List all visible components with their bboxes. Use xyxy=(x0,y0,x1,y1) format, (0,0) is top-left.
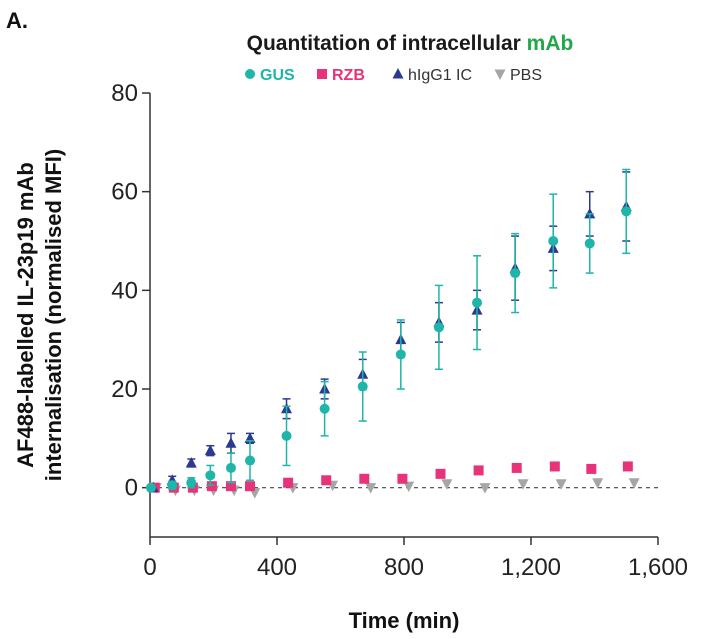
y-axis-title-line-1: AF488-labelled IL-23p19 mAb xyxy=(13,162,38,468)
data-point xyxy=(283,477,294,488)
data-point xyxy=(225,462,236,473)
legend-label: GUS xyxy=(260,67,295,84)
data-point xyxy=(510,268,521,279)
legend-marker xyxy=(494,69,506,80)
data-point xyxy=(245,455,256,466)
x-tick-label: 0 xyxy=(143,554,156,581)
legend: GUS RZB hIgG1 IC PBS xyxy=(245,67,542,84)
data-point xyxy=(433,322,444,333)
x-tick-label: 800 xyxy=(384,554,424,581)
y-axis-title-line-2: internalisation (normalised MFI) xyxy=(41,149,66,481)
series-higg1-ic xyxy=(147,171,632,493)
data-point xyxy=(622,461,633,472)
data-point xyxy=(206,481,217,492)
x-tick-label: 1,600 xyxy=(628,554,688,581)
chart-title: Quantitation of intracellular mAb xyxy=(247,32,574,55)
data-point xyxy=(397,473,408,484)
data-point xyxy=(225,437,237,448)
data-point xyxy=(472,297,483,308)
x-axis-title: Time (min) xyxy=(349,608,460,633)
data-point xyxy=(584,238,595,249)
data-point xyxy=(555,479,567,490)
data-point xyxy=(225,481,236,492)
data-point xyxy=(245,481,256,492)
data-point xyxy=(357,381,368,392)
data-point xyxy=(145,482,156,493)
x-tick-label: 1,200 xyxy=(501,554,561,581)
data-point xyxy=(167,480,178,491)
data-point xyxy=(621,206,632,217)
legend-marker xyxy=(245,69,255,79)
data-point xyxy=(473,465,484,476)
data-point xyxy=(628,478,640,489)
data-point xyxy=(517,479,529,490)
data-point xyxy=(441,479,453,490)
y-tick-label: 20 xyxy=(111,376,138,403)
series-pbs xyxy=(150,478,640,499)
panel-label: A. xyxy=(6,8,28,33)
y-tick-label: 40 xyxy=(111,277,138,304)
chart-title-accent: mAb xyxy=(527,32,574,55)
chart-title-prefix: Quantitation of intracellular xyxy=(247,32,527,55)
series-gus xyxy=(145,168,632,493)
legend-label: PBS xyxy=(510,67,542,84)
data-point xyxy=(321,475,332,486)
data-point xyxy=(403,481,415,493)
data-point xyxy=(435,468,446,479)
data-point xyxy=(281,430,292,441)
data-point xyxy=(359,473,370,484)
data-point xyxy=(185,457,197,468)
data-point xyxy=(395,349,406,360)
legend-label: hIgG1 IC xyxy=(408,67,472,84)
y-tick-label: 0 xyxy=(125,475,138,502)
data-point xyxy=(479,483,491,494)
data-point xyxy=(511,462,522,473)
data-point xyxy=(365,483,377,494)
legend-label: RZB xyxy=(332,67,365,84)
y-tick-label: 80 xyxy=(111,80,138,107)
data-point xyxy=(549,461,560,472)
data-point xyxy=(205,470,216,481)
x-tick-label: 400 xyxy=(257,554,297,581)
data-point xyxy=(592,478,604,489)
data-marks xyxy=(145,168,640,499)
data-point xyxy=(548,236,559,246)
data-point xyxy=(319,403,330,414)
legend-marker xyxy=(392,68,404,79)
data-point xyxy=(186,477,197,488)
legend-marker xyxy=(317,69,327,79)
data-point xyxy=(586,463,597,474)
y-tick-label: 60 xyxy=(111,179,138,206)
data-point xyxy=(204,444,216,456)
